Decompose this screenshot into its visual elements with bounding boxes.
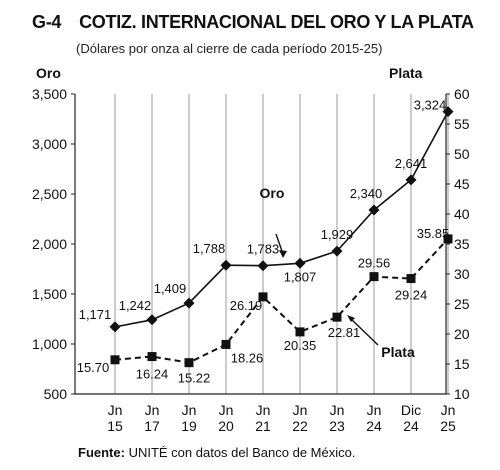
x-tick-label-bottom: 19 [181, 418, 197, 434]
plata-point [110, 355, 120, 365]
x-tick-label-bottom: 15 [107, 418, 123, 434]
series-callout-oro: Oro [260, 185, 285, 201]
x-tick-label-bottom: 24 [366, 418, 382, 434]
left-axis-tick-label: 1,500 [32, 286, 67, 302]
oro-data-label: 1,409 [154, 281, 187, 296]
plata-point [406, 274, 416, 284]
oro-point [257, 260, 269, 272]
callout-arrowhead-oro [279, 250, 287, 258]
plata-data-label: 15.70 [77, 360, 110, 375]
chart-subtitle: (Dólares por onza al cierre de cada perí… [76, 41, 383, 56]
left-axis-tick-label: 500 [44, 386, 68, 402]
plata-data-label: 18.26 [231, 350, 264, 365]
oro-data-label: 1,788 [193, 241, 226, 256]
plata-point [295, 327, 305, 337]
right-axis-tick-label: 15 [454, 356, 470, 372]
oro-data-label: 1,929 [321, 227, 354, 242]
left-axis-tick-label: 3,000 [32, 136, 67, 152]
oro-point [220, 259, 232, 271]
x-tick-label-bottom: 20 [218, 418, 234, 434]
right-axis-tick-label: 30 [454, 266, 470, 282]
series-line-plata [114, 238, 449, 364]
plata-data-label: 35.85 [417, 226, 450, 241]
plata-data-label: 26.19 [230, 298, 263, 313]
plata-point [443, 234, 453, 244]
oro-point [331, 245, 343, 257]
right-axis-tick-label: 55 [454, 116, 470, 132]
x-tick-label-bottom: 17 [144, 418, 160, 434]
oro-data-label: 2,340 [350, 186, 383, 201]
left-axis-tick-label: 3,500 [32, 86, 67, 102]
plata-point [369, 272, 379, 282]
x-tick-label-top: Jn [256, 402, 271, 418]
plata-data-label: 22.81 [328, 325, 361, 340]
right-axis-tick-label: 50 [454, 146, 470, 162]
right-axis-tick-label: 40 [454, 206, 470, 222]
plata-data-label: 15.22 [178, 371, 211, 386]
plata-data-label: 29.56 [358, 256, 391, 271]
series-callout-plata: Plata [381, 344, 415, 360]
plata-data-label: 16.24 [136, 367, 169, 382]
right-axis-tick-label: 35 [454, 236, 470, 252]
right-axis-tick-label: 60 [454, 86, 470, 102]
plata-point [258, 292, 268, 302]
right-axis-label: Plata [389, 65, 423, 81]
oro-data-label: 1,807 [284, 269, 317, 284]
x-tick-label-top: Jn [293, 402, 308, 418]
left-axis-label: Oro [36, 65, 61, 81]
source-label: Fuente: [78, 445, 125, 460]
x-tick-label-bottom: 24 [403, 418, 419, 434]
oro-data-label: 1,783 [247, 242, 280, 257]
oro-point [368, 204, 380, 216]
x-tick-label-top: Jn [219, 402, 234, 418]
figure-number: G-4 [32, 12, 62, 32]
plata-data-label: 29.24 [395, 288, 428, 303]
source-note: Fuente: UNITÉ con datos del Banco de Méx… [78, 445, 355, 460]
left-axis-tick-label: 1,000 [32, 336, 67, 352]
plata-point [221, 339, 231, 349]
callout-arrow-plata [349, 317, 379, 346]
oro-point [146, 314, 158, 326]
x-tick-label-bottom: 22 [292, 418, 308, 434]
right-axis-tick-label: 45 [454, 176, 470, 192]
oro-point [109, 321, 121, 333]
right-axis-tick-label: 25 [454, 296, 470, 312]
oro-point [442, 106, 454, 118]
x-tick-label-bottom: 23 [329, 418, 345, 434]
callout-arrowhead-plata [347, 315, 355, 322]
x-tick-label-top: Dic [401, 402, 421, 418]
x-tick-label-top: Jn [441, 402, 456, 418]
oro-data-label: 1,171 [79, 307, 112, 322]
x-tick-label-top: Jn [330, 402, 345, 418]
x-tick-label-top: Jn [367, 402, 382, 418]
chart-title: COTIZ. INTERNACIONAL DEL ORO Y LA PLATA [79, 12, 474, 32]
plata-point [147, 352, 157, 362]
right-axis-tick-label: 10 [454, 386, 470, 402]
plata-point [332, 312, 342, 322]
right-axis-tick-label: 20 [454, 326, 470, 342]
x-tick-label-top: Jn [145, 402, 160, 418]
source-text: UNITÉ con datos del Banco de México. [124, 445, 356, 460]
oro-data-label: 2,641 [395, 156, 428, 171]
oro-point [294, 257, 306, 269]
oro-point [405, 174, 417, 186]
x-tick-label-bottom: 25 [440, 418, 456, 434]
oro-point [183, 297, 195, 309]
oro-data-label: 1,242 [119, 298, 152, 313]
oro-data-label: 3,324 [414, 98, 447, 113]
left-axis-tick-label: 2,500 [32, 186, 67, 202]
x-tick-label-top: Jn [108, 402, 123, 418]
plata-data-label: 20.35 [284, 338, 317, 353]
plata-point [184, 358, 194, 368]
series-line-oro [114, 111, 449, 328]
x-tick-label-top: Jn [182, 402, 197, 418]
chart-header: G-4 COTIZ. INTERNACIONAL DEL ORO Y LA PLA… [32, 12, 474, 33]
left-axis-tick-label: 2,000 [32, 236, 67, 252]
x-tick-label-bottom: 21 [255, 418, 271, 434]
